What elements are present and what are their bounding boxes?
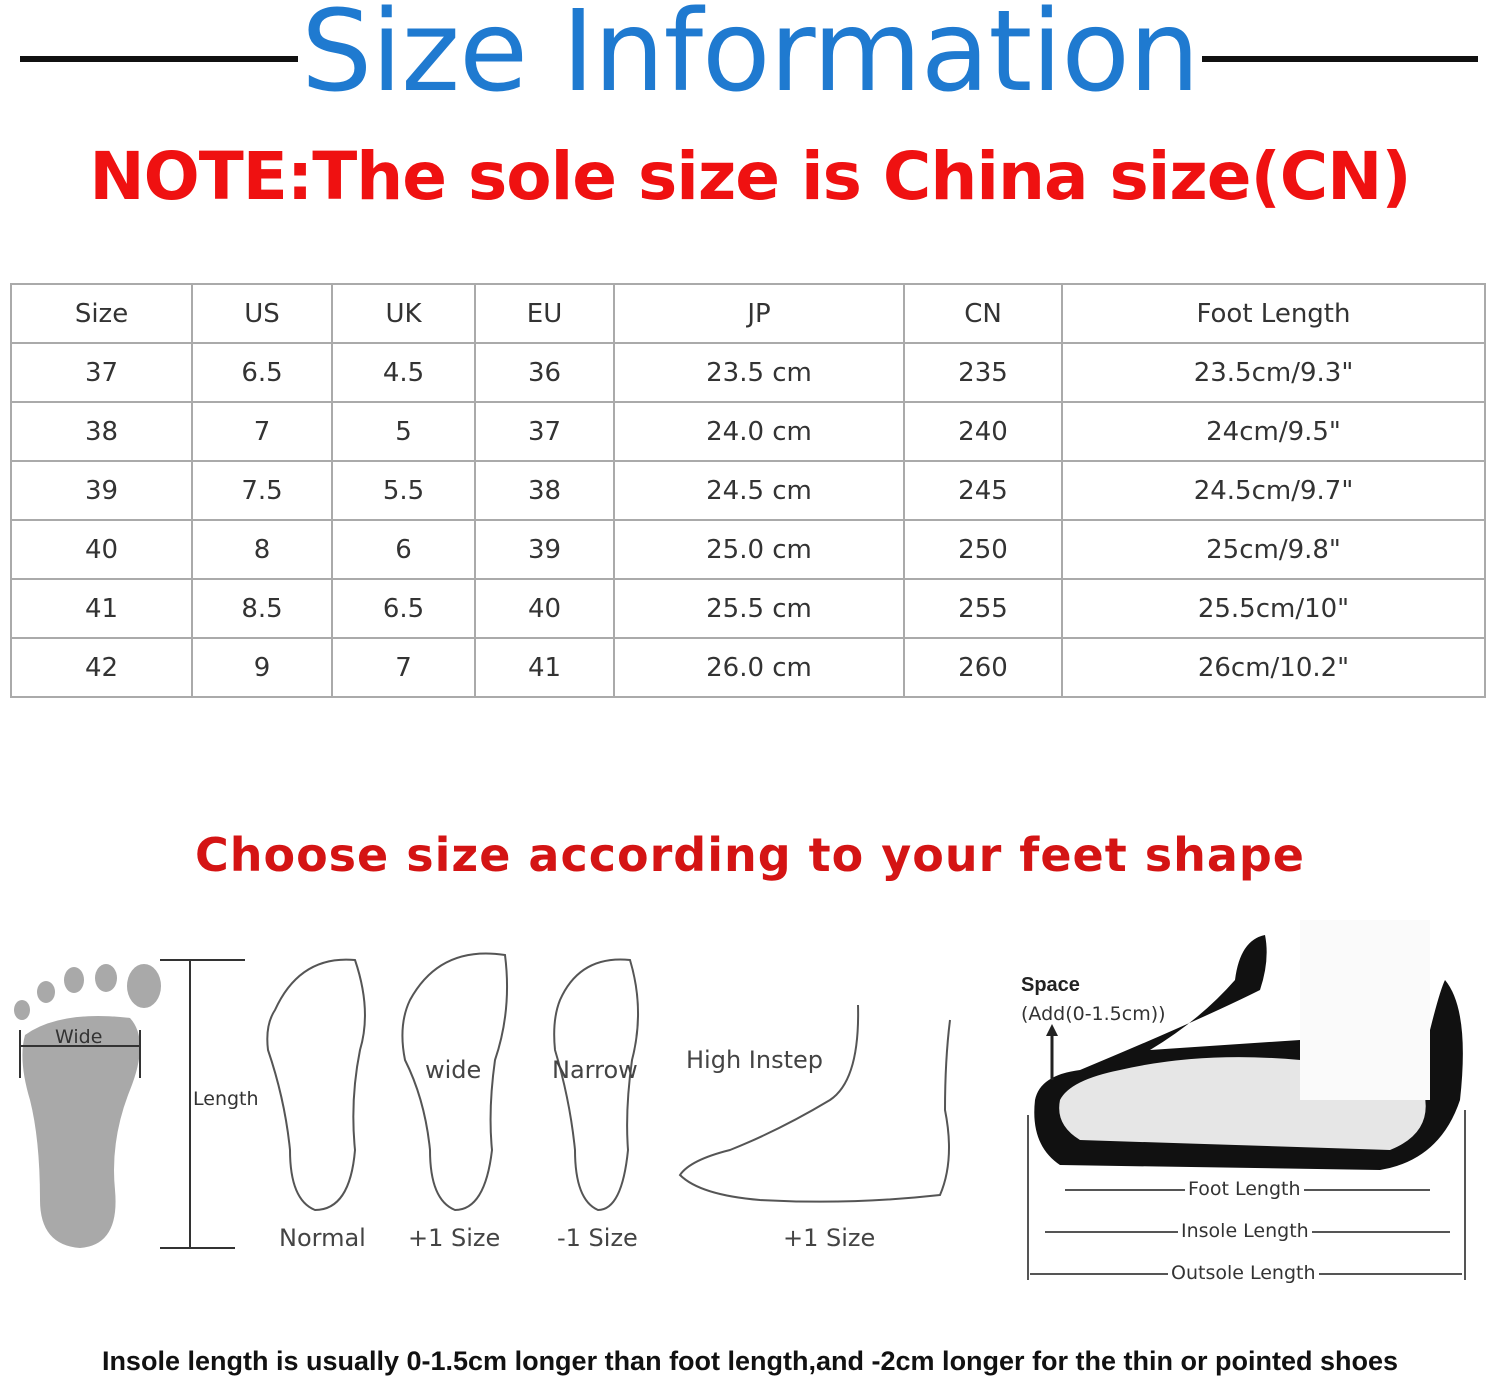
instep-size-label: +1 Size xyxy=(783,1224,876,1252)
table-cell: 25.5 cm xyxy=(613,578,905,639)
wide-foot-label: wide xyxy=(425,1056,482,1084)
table-row: 40 8 6 39 25.0 cm 250 25cm/9.8" xyxy=(10,519,1486,580)
table-row: 39 7.5 5.5 38 24.5 cm 245 24.5cm/9.7" xyxy=(10,460,1486,521)
size-table: Size US UK EU JP CN Foot Length 37 6.5 4.5 36 23.5 … xyxy=(10,283,1486,698)
table-cell: US xyxy=(191,283,333,344)
table-cell: CN xyxy=(903,283,1063,344)
table-cell: 41 xyxy=(474,637,615,698)
table-cell: 9 xyxy=(191,637,333,698)
table-cell: 8 xyxy=(191,519,333,580)
table-cell: 5.5 xyxy=(331,460,476,521)
wide-size-label: +1 Size xyxy=(408,1224,501,1252)
table-cell: UK xyxy=(331,283,476,344)
table-row: 42 9 7 41 26.0 cm 260 26cm/10.2" xyxy=(10,637,1486,698)
narrow-size-label: -1 Size xyxy=(557,1224,638,1252)
table-cell: 38 xyxy=(10,401,193,462)
table-cell: 5 xyxy=(331,401,476,462)
table-cell: Size xyxy=(10,283,193,344)
table-cell: 39 xyxy=(474,519,615,580)
table-cell: 250 xyxy=(903,519,1063,580)
table-cell: 7.5 xyxy=(191,460,333,521)
table-header-row: Size US UK EU JP CN Foot Length xyxy=(10,283,1486,344)
table-cell: 245 xyxy=(903,460,1063,521)
insole-length-note: Insole length is usually 0-1.5cm longer … xyxy=(101,1346,1399,1376)
table-cell: 24.5 cm xyxy=(613,460,905,521)
table-cell: 40 xyxy=(10,519,193,580)
shoe-cross-section-icon xyxy=(1034,920,1463,1170)
table-cell: Foot Length xyxy=(1061,283,1486,344)
table-cell: 41 xyxy=(10,578,193,639)
table-cell: 240 xyxy=(903,401,1063,462)
high-instep-foot-icon xyxy=(678,1004,951,1203)
table-cell: 24.0 cm xyxy=(613,401,905,462)
table-cell: 25.5cm/10" xyxy=(1061,578,1486,639)
table-cell: 26cm/10.2" xyxy=(1061,637,1486,698)
table-cell: 37 xyxy=(474,401,615,462)
wide-foot-icon xyxy=(401,952,509,1212)
table-row: 38 7 5 37 24.0 cm 240 24cm/9.5" xyxy=(10,401,1486,462)
high-instep-label: High Instep xyxy=(686,1046,823,1074)
page-title: Size Information xyxy=(301,0,1200,117)
table-cell: 255 xyxy=(903,578,1063,639)
narrow-label: Narrow xyxy=(552,1056,638,1084)
table-row: 37 6.5 4.5 36 23.5 cm 235 23.5cm/9.3" xyxy=(10,342,1486,403)
table-cell: JP xyxy=(613,283,905,344)
table-cell: 7 xyxy=(191,401,333,462)
table-cell: 38 xyxy=(474,460,615,521)
outsole-length-label: Outsole Length xyxy=(1168,1262,1319,1284)
table-cell: 8.5 xyxy=(191,578,333,639)
table-cell: 40 xyxy=(474,578,615,639)
table-cell: 24cm/9.5" xyxy=(1061,401,1486,462)
table-row: 41 8.5 6.5 40 25.5 cm 255 25.5cm/10" xyxy=(10,578,1486,639)
feet-shape-diagram xyxy=(14,920,1466,1280)
normal-label: Normal xyxy=(279,1224,366,1252)
title-rule-left xyxy=(20,56,298,62)
insole-length-label: Insole Length xyxy=(1178,1220,1312,1242)
table-cell: 25cm/9.8" xyxy=(1061,519,1486,580)
table-cell: 26.0 cm xyxy=(613,637,905,698)
table-cell: 25.0 cm xyxy=(613,519,905,580)
length-label: Length xyxy=(193,1088,259,1110)
table-cell: 4.5 xyxy=(331,342,476,403)
space-label: Space xyxy=(1021,974,1080,996)
space-add-label: (Add(0-1.5cm)) xyxy=(1021,1003,1166,1025)
table-cell: 6.5 xyxy=(331,578,476,639)
table-cell: 42 xyxy=(10,637,193,698)
choose-size-heading: Choose size according to your feet shape xyxy=(194,828,1306,882)
normal-foot-icon xyxy=(266,958,366,1212)
table-cell: 7 xyxy=(331,637,476,698)
table-cell: 235 xyxy=(903,342,1063,403)
table-cell: 23.5cm/9.3" xyxy=(1061,342,1486,403)
foot-length-label: Foot Length xyxy=(1185,1178,1304,1200)
table-cell: 6.5 xyxy=(191,342,333,403)
table-cell: 39 xyxy=(10,460,193,521)
wide-label: Wide xyxy=(55,1026,103,1048)
table-cell: 37 xyxy=(10,342,193,403)
title-rule-right xyxy=(1202,56,1478,62)
table-cell: 24.5cm/9.7" xyxy=(1061,460,1486,521)
china-size-note: NOTE:The sole size is China size(CN) xyxy=(89,138,1411,215)
table-cell: 6 xyxy=(331,519,476,580)
footprint-icon xyxy=(14,964,161,1248)
table-cell: EU xyxy=(474,283,615,344)
table-cell: 23.5 cm xyxy=(613,342,905,403)
narrow-foot-icon xyxy=(553,958,640,1212)
table-cell: 36 xyxy=(474,342,615,403)
table-cell: 260 xyxy=(903,637,1063,698)
